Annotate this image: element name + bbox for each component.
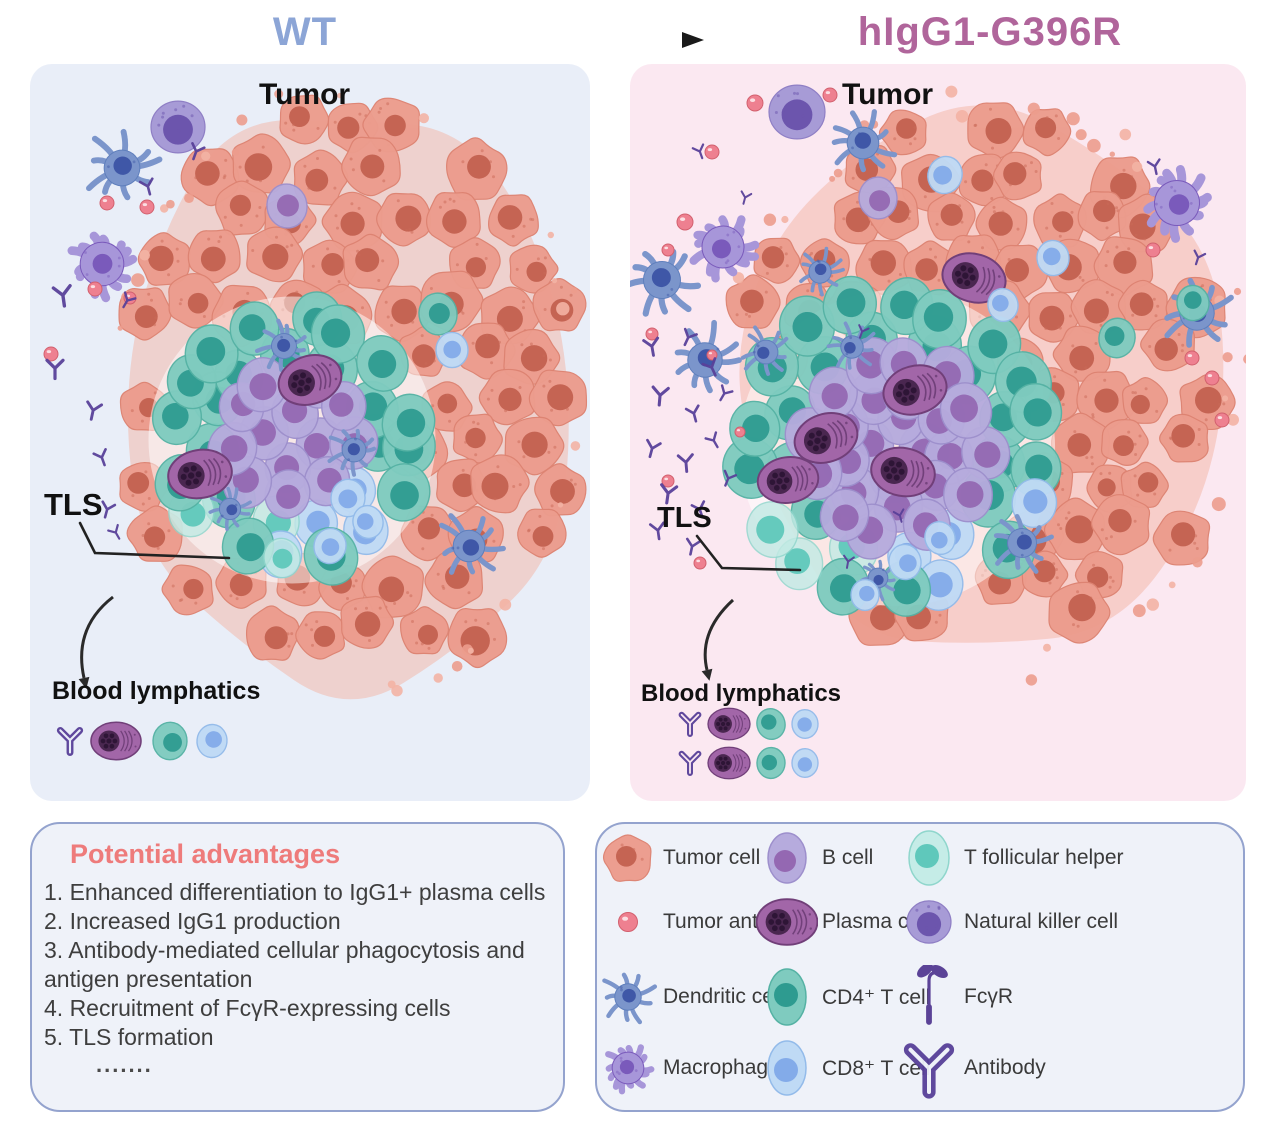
legend-item-tumor-cell: Tumor cell: [597, 826, 760, 890]
panel-wt: [30, 64, 590, 801]
legend-item-fcyr: FcγR: [898, 965, 1013, 1029]
wt-tumor-illustration: [43, 89, 588, 761]
legend-item-b-cell: B cell: [756, 826, 873, 890]
transition-arrow-icon: [536, 32, 704, 48]
dendritic-cell-icon: [602, 972, 658, 1025]
condition-title-wt: WT: [272, 10, 338, 54]
legend-item-tfh: T follicular helper: [898, 826, 1124, 890]
plasma-cell-icon: [756, 898, 818, 946]
tumor-label-g396r: Tumor: [842, 78, 934, 111]
tls-label-g396r: TLS: [657, 502, 712, 534]
advantage-item: 2. Increased IgG1 production: [44, 908, 341, 934]
legend-item-antibody: Antibody: [898, 1036, 1046, 1100]
advantage-item: 3. Antibody-mediated cellular phagocytos…: [44, 937, 525, 992]
antibody-icon: [903, 1043, 955, 1099]
blood-lymphatics-label-g396r: Blood lymphatics: [641, 680, 842, 707]
advantage-item: 1. Enhanced differentiation to IgG1+ pla…: [44, 879, 546, 905]
tls-label-wt: TLS: [44, 487, 103, 522]
tumor-cell-icon: [602, 834, 652, 882]
advantage-item: 4. Recruitment of FcγR-expressing cells: [44, 995, 451, 1021]
fcyr-icon: [917, 965, 948, 1025]
legend-item-dendritic: Dendritic cells: [597, 965, 794, 1029]
nk-cell-icon: [906, 900, 952, 944]
advantages-ellipsis: .......: [96, 1052, 153, 1077]
legend-box: Tumor cell B cell T follicular helper Tu…: [595, 822, 1245, 1112]
g396r-tumor-illustration: [630, 84, 1246, 780]
legend-item-plasma-cell: Plasma cell: [756, 890, 929, 954]
tumor-label-wt: Tumor: [259, 78, 351, 111]
advantages-list: 1. Enhanced differentiation to IgG1+ pla…: [44, 878, 560, 1052]
legend-item-macrophage: Macrophages: [597, 1036, 790, 1100]
advantage-item: 5. TLS formation: [44, 1024, 214, 1050]
legend-item-nk-cell: Natural killer cell: [898, 890, 1118, 954]
panel-g396r: [630, 64, 1246, 801]
tumor-antigen-icon: [618, 912, 638, 932]
legend-item-cd4: CD4⁺ T cell: [756, 965, 930, 1029]
tfh-cell-icon: [908, 830, 950, 886]
potential-advantages-box: Potential advantages 1. Enhanced differe…: [30, 822, 565, 1112]
cd4-t-cell-icon: [767, 968, 807, 1026]
condition-title-g396r: hIgG1-G396R: [857, 10, 1123, 54]
advantages-title: Potential advantages: [70, 839, 341, 869]
legend-item-cd8: CD8⁺ T cell: [756, 1036, 930, 1100]
cd8-t-cell-icon: [767, 1040, 807, 1096]
macrophage-icon: [605, 1044, 655, 1095]
blood-lymphatics-label-wt: Blood lymphatics: [52, 677, 261, 705]
b-cell-icon: [767, 832, 807, 884]
